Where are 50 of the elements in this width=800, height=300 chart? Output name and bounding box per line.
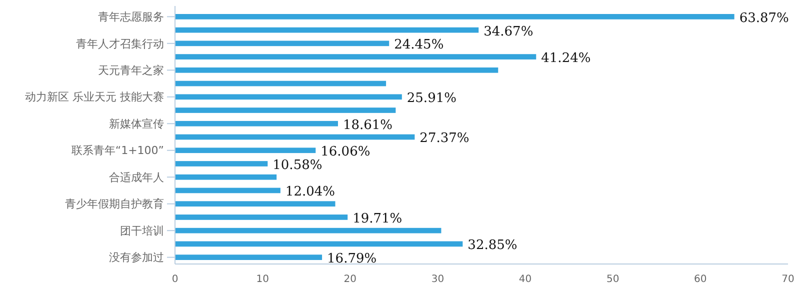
data-label: 18.61% bbox=[342, 118, 393, 133]
bar bbox=[175, 54, 536, 60]
y-tick-label: 合适成年人 bbox=[109, 170, 164, 184]
data-label: 63.87% bbox=[739, 10, 789, 26]
data-label: 16.79% bbox=[327, 252, 377, 267]
y-tick-label: 没有参加过 bbox=[109, 251, 164, 264]
bar bbox=[175, 27, 479, 33]
bar bbox=[175, 241, 463, 247]
bar bbox=[175, 108, 396, 113]
y-tick-label: 动力新区 乐业天元 技能大赛 bbox=[25, 90, 164, 104]
bar bbox=[175, 14, 734, 20]
data-label: 32.85% bbox=[468, 238, 518, 254]
data-label: 27.37% bbox=[420, 131, 470, 146]
bar bbox=[175, 201, 336, 207]
y-tick-label: 新媒体宣传 bbox=[109, 117, 164, 130]
bar bbox=[175, 148, 316, 154]
bar bbox=[175, 188, 280, 194]
y-tick-label: 联系青年“1+100” bbox=[71, 144, 164, 158]
data-label: 16.06% bbox=[320, 144, 370, 160]
x-tick-label: 30 bbox=[431, 274, 444, 285]
x-tick-label: 10 bbox=[256, 274, 269, 285]
data-label: 41.24% bbox=[541, 50, 591, 66]
x-tick-label: 50 bbox=[606, 274, 620, 285]
bar bbox=[175, 94, 402, 100]
bar bbox=[175, 80, 386, 86]
bar bbox=[175, 134, 415, 140]
data-label: 34.67% bbox=[484, 24, 534, 40]
y-tick-label: 团干培训 bbox=[120, 224, 164, 238]
y-tick-label: 青年人才召集行动 bbox=[76, 37, 164, 50]
bar bbox=[175, 228, 442, 234]
bar bbox=[175, 214, 348, 220]
bar bbox=[175, 174, 277, 180]
y-tick-label: 天元青年之家 bbox=[98, 64, 164, 78]
x-tick-label: 60 bbox=[694, 274, 707, 285]
bar bbox=[175, 161, 268, 166]
bar bbox=[175, 120, 338, 126]
x-tick-label: 70 bbox=[782, 274, 794, 285]
x-tick-label: 0 bbox=[172, 274, 178, 285]
x-tick-label: 40 bbox=[518, 274, 532, 285]
bar bbox=[175, 67, 498, 73]
y-tick-label: 青少年假期自护教育 bbox=[65, 198, 164, 211]
bar bbox=[175, 40, 390, 46]
data-label: 10.58% bbox=[272, 158, 322, 173]
data-label: 12.04% bbox=[285, 184, 336, 200]
data-label: 24.45% bbox=[394, 38, 444, 53]
bar bbox=[175, 254, 322, 260]
data-label: 25.91% bbox=[406, 91, 456, 106]
x-tick-label: 20 bbox=[344, 274, 357, 285]
data-label: 19.71% bbox=[352, 211, 402, 226]
y-tick-label: 青年志愿服务 bbox=[98, 10, 164, 24]
